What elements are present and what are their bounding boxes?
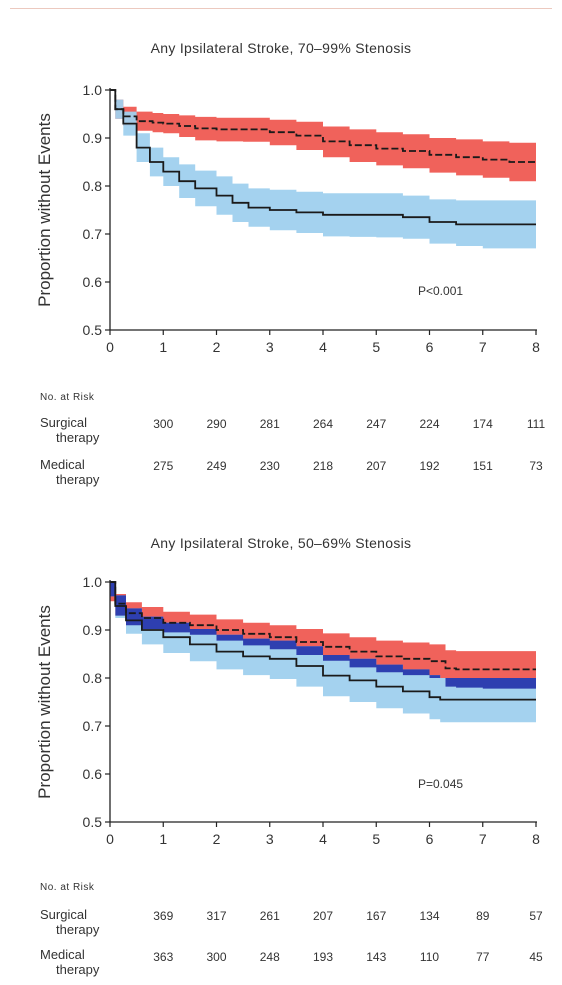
at-risk-count: 45 [529, 950, 543, 964]
survival-line-series-1 [110, 89, 536, 163]
x-tick-label: 4 [319, 831, 327, 847]
chart-title: Any Ipsilateral Stroke, 70–99% Stenosis [150, 40, 412, 56]
x-tick-label: 2 [213, 831, 221, 847]
at-risk-header: No. at Risk [40, 392, 95, 403]
y-axis-label: Proportion without Events [35, 113, 54, 307]
y-tick-label: 0.8 [83, 670, 103, 686]
at-risk-count: 57 [529, 909, 543, 923]
x-tick-label: 6 [426, 339, 434, 355]
confidence-band-series-2 [110, 90, 536, 249]
x-tick-label: 5 [372, 339, 380, 355]
x-tick-label: 0 [106, 339, 114, 355]
km-plot: 0.5 0.6 0.7 0.8 0.9 1.0 0 1 2 3 4 5 6 7 8 Proportion wi… [35, 82, 540, 355]
x-tick-label: 3 [266, 339, 274, 355]
at-risk-count: 281 [259, 417, 280, 431]
x-tick-label: 8 [532, 831, 540, 847]
x-tick-label: 4 [319, 339, 327, 355]
x-tick-label: 1 [159, 831, 167, 847]
chart-panel-50-69: Any Ipsilateral Stroke, 50–69% Stenosis … [0, 495, 562, 985]
y-tick-label: 0.5 [83, 814, 103, 830]
x-tick-label: 1 [159, 339, 167, 355]
survival-line-series-2 [110, 581, 536, 701]
x-tick-label: 7 [479, 831, 487, 847]
at-risk-row-label-medical: Medical therapy [40, 947, 99, 977]
survival-line-series-2 [110, 89, 536, 226]
row-label-line2: therapy [56, 430, 100, 445]
top-divider [10, 8, 552, 9]
survival-line-series-1 [110, 581, 536, 671]
y-tick-label: 0.6 [83, 766, 103, 782]
y-tick-label: 1.0 [83, 574, 103, 590]
at-risk-count: 111 [526, 417, 546, 431]
y-tick-label: 0.9 [83, 130, 103, 146]
x-tick-label: 6 [426, 831, 434, 847]
at-risk-count: 134 [419, 909, 440, 923]
x-tick-label: 7 [479, 339, 487, 355]
at-risk-count: 363 [153, 950, 174, 964]
y-tick-label: 0.6 [83, 274, 103, 290]
at-risk-count: 300 [206, 950, 227, 964]
at-risk-count: 73 [529, 459, 543, 473]
row-label-line1: Surgical [40, 907, 87, 922]
at-risk-count: 77 [476, 950, 490, 964]
at-risk-count: 300 [153, 417, 174, 431]
at-risk-count: 218 [312, 459, 334, 473]
at-risk-count: 248 [259, 950, 280, 964]
p-value-annotation: P<0.001 [418, 284, 463, 298]
at-risk-count: 89 [476, 909, 490, 923]
at-risk-count: 224 [419, 417, 440, 431]
at-risk-count: 275 [153, 459, 174, 473]
at-risk-count: 110 [419, 950, 440, 964]
row-label-line2: therapy [56, 922, 100, 937]
at-risk-count: 290 [206, 417, 227, 431]
y-tick-label: 0.8 [83, 178, 103, 194]
x-tick-label: 2 [213, 339, 221, 355]
at-risk-count: 167 [366, 909, 387, 923]
at-risk-count: 143 [366, 950, 387, 964]
row-label-line1: Surgical [40, 415, 87, 430]
y-tick-label: 0.5 [83, 322, 103, 338]
at-risk-row-label-surgical: Surgical therapy [40, 907, 99, 937]
confidence-band-series-1 [110, 90, 536, 182]
y-axis-label: Proportion without Events [35, 605, 54, 799]
at-risk-row-label-surgical: Surgical therapy [40, 415, 99, 445]
y-tick-label: 0.7 [83, 718, 103, 734]
x-tick-label: 5 [372, 831, 380, 847]
x-tick-label: 8 [532, 339, 540, 355]
x-tick-label: 3 [266, 831, 274, 847]
x-tick-label: 0 [106, 831, 114, 847]
confidence-band-series-1 [110, 582, 536, 689]
y-tick-label: 0.9 [83, 622, 103, 638]
at-risk-count: 192 [419, 459, 440, 473]
at-risk-count: 317 [206, 909, 227, 923]
y-tick-label: 0.7 [83, 226, 103, 242]
y-tick-label: 1.0 [83, 82, 103, 98]
at-risk-row-label-medical: Medical therapy [40, 457, 99, 487]
at-risk-count: 249 [206, 459, 227, 473]
at-risk-count: 369 [153, 909, 174, 923]
p-value-annotation: P=0.045 [418, 777, 463, 791]
at-risk-count: 193 [312, 950, 334, 964]
at-risk-count: 151 [472, 459, 493, 473]
row-label-line2: therapy [56, 472, 100, 487]
at-risk-count: 207 [366, 459, 387, 473]
row-label-line1: Medical [40, 947, 85, 962]
at-risk-count: 207 [312, 909, 334, 923]
at-risk-count: 174 [472, 417, 493, 431]
km-plot: 0.5 0.6 0.7 0.8 0.9 1.0 0 1 2 3 4 5 6 7 8 Proportion wi… [35, 574, 540, 847]
at-risk-count: 247 [366, 417, 387, 431]
at-risk-count: 261 [259, 909, 280, 923]
at-risk-header: No. at Risk [40, 882, 95, 893]
row-label-line1: Medical [40, 457, 85, 472]
at-risk-count: 230 [259, 459, 280, 473]
chart-title: Any Ipsilateral Stroke, 50–69% Stenosis [150, 535, 412, 551]
chart-panel-70-99: Any Ipsilateral Stroke, 70–99% Stenosis … [35, 40, 546, 487]
row-label-line2: therapy [56, 962, 100, 977]
at-risk-count: 264 [312, 417, 334, 431]
